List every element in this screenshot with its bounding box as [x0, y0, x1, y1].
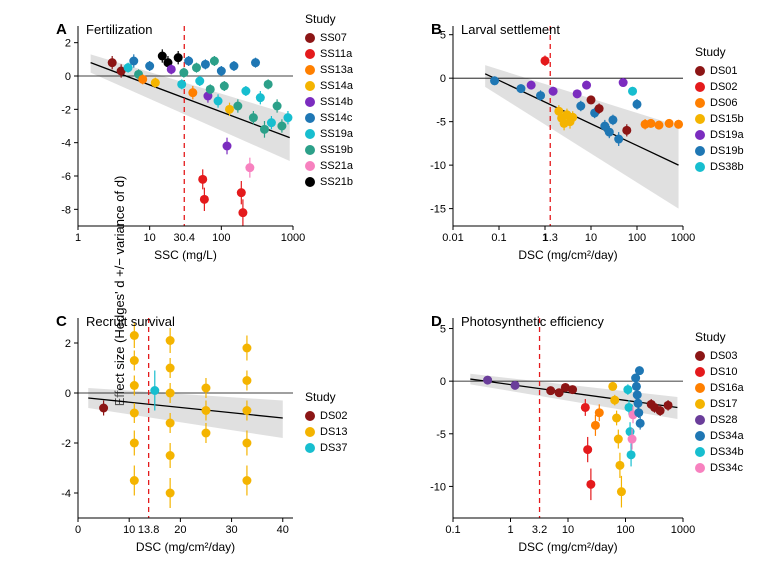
svg-text:0: 0: [65, 71, 71, 83]
svg-text:-15: -15: [430, 204, 446, 216]
svg-text:2: 2: [65, 38, 71, 50]
svg-text:100: 100: [628, 232, 646, 244]
svg-text:1.3: 1.3: [543, 232, 558, 244]
svg-text:10: 10: [123, 524, 135, 536]
svg-text:-8: -8: [61, 204, 71, 216]
svg-text:10: 10: [562, 524, 574, 536]
svg-text:100: 100: [212, 232, 230, 244]
svg-text:2: 2: [65, 338, 71, 350]
svg-text:3.2: 3.2: [532, 524, 547, 536]
svg-text:DSC (mg/cm²/day): DSC (mg/cm²/day): [518, 248, 617, 262]
svg-text:B: B: [431, 21, 442, 38]
svg-text:0.01: 0.01: [442, 232, 463, 244]
svg-text:-2: -2: [61, 438, 71, 450]
svg-text:-5: -5: [436, 429, 446, 441]
svg-text:DSC (mg/cm²/day): DSC (mg/cm²/day): [136, 540, 235, 554]
svg-text:1: 1: [75, 232, 81, 244]
svg-text:-4: -4: [61, 138, 71, 150]
svg-text:10: 10: [585, 232, 597, 244]
svg-text:0: 0: [440, 376, 446, 388]
svg-text:Photosynthetic efficiency: Photosynthetic efficiency: [461, 314, 604, 329]
svg-text:13.8: 13.8: [138, 524, 159, 536]
legend-d: StudyDS03DS10DS16aDS17DS28DS34aDS34bDS34…: [695, 330, 744, 476]
svg-text:-4: -4: [61, 488, 71, 500]
svg-text:-10: -10: [430, 481, 446, 493]
svg-text:20: 20: [174, 524, 186, 536]
svg-text:Recruit survival: Recruit survival: [86, 314, 175, 329]
svg-text:D: D: [431, 313, 442, 330]
svg-text:1000: 1000: [671, 524, 695, 536]
legend-a: StudySS07SS11aSS13aSS14aSS14bSS14cSS19aS…: [305, 12, 353, 190]
svg-text:Fertilization: Fertilization: [86, 22, 152, 37]
svg-text:10: 10: [144, 232, 156, 244]
svg-text:0.1: 0.1: [491, 232, 506, 244]
svg-text:C: C: [56, 313, 67, 330]
svg-text:-6: -6: [61, 171, 71, 183]
svg-text:DSC (mg/cm²/day): DSC (mg/cm²/day): [518, 540, 617, 554]
svg-text:1000: 1000: [281, 232, 305, 244]
svg-text:100: 100: [616, 524, 634, 536]
svg-text:30.4: 30.4: [174, 232, 195, 244]
legend-b: StudyDS01DS02DS06DS15bDS19aDS19bDS38b: [695, 45, 744, 175]
svg-text:0: 0: [75, 524, 81, 536]
svg-text:-2: -2: [61, 104, 71, 116]
svg-text:0: 0: [65, 388, 71, 400]
legend-c: StudyDS02DS13DS37: [305, 390, 348, 456]
svg-text:30: 30: [225, 524, 237, 536]
svg-text:1: 1: [507, 524, 513, 536]
svg-text:SSC (mg/L): SSC (mg/L): [154, 248, 217, 262]
svg-text:40: 40: [277, 524, 289, 536]
svg-text:1000: 1000: [671, 232, 695, 244]
svg-text:A: A: [56, 21, 67, 38]
figure: Effect size (Hedges' d +/− variance of d…: [0, 0, 777, 581]
svg-text:0: 0: [440, 73, 446, 85]
svg-text:-10: -10: [430, 160, 446, 172]
svg-text:0.1: 0.1: [445, 524, 460, 536]
svg-text:Larval settlement: Larval settlement: [461, 22, 560, 37]
svg-text:-5: -5: [436, 117, 446, 129]
